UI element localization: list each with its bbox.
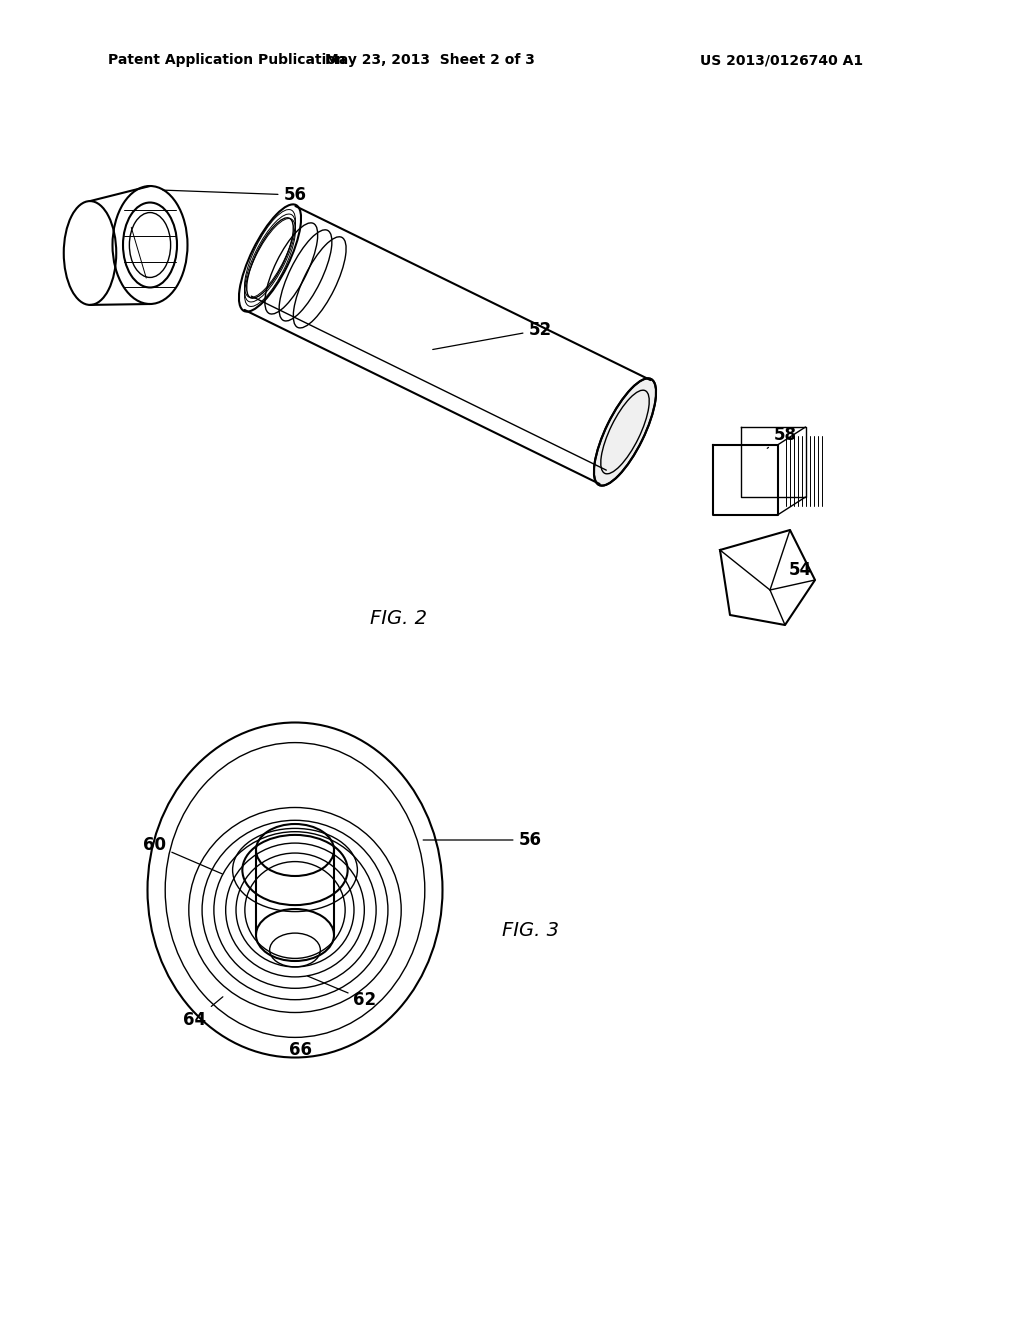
Text: FIG. 3: FIG. 3 bbox=[502, 920, 558, 940]
Text: Patent Application Publication: Patent Application Publication bbox=[108, 53, 346, 67]
Text: 52: 52 bbox=[433, 321, 552, 350]
Text: May 23, 2013  Sheet 2 of 3: May 23, 2013 Sheet 2 of 3 bbox=[325, 53, 535, 67]
Text: 64: 64 bbox=[183, 997, 223, 1030]
Text: 56: 56 bbox=[163, 186, 306, 205]
Text: 54: 54 bbox=[788, 561, 812, 579]
Text: 60: 60 bbox=[143, 836, 222, 874]
Text: 66: 66 bbox=[289, 1041, 311, 1059]
Text: 62: 62 bbox=[307, 975, 377, 1008]
Text: 58: 58 bbox=[767, 426, 797, 449]
Ellipse shape bbox=[594, 379, 656, 486]
Text: 56: 56 bbox=[423, 832, 542, 849]
Text: FIG. 2: FIG. 2 bbox=[370, 609, 427, 627]
Text: US 2013/0126740 A1: US 2013/0126740 A1 bbox=[700, 53, 863, 67]
